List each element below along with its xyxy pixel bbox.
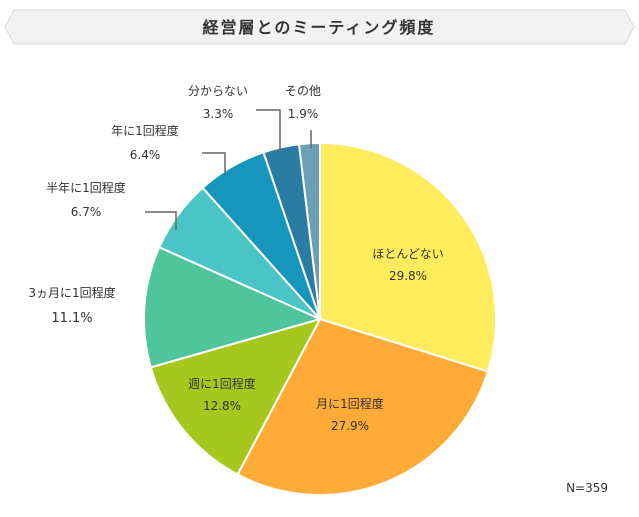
title-banner: 経営層とのミーティング頻度 xyxy=(4,9,635,45)
slice-value-label: 3.3% xyxy=(203,107,234,121)
slice-label: ほとんどない xyxy=(372,247,443,261)
slice-value-label: 6.7% xyxy=(71,205,102,219)
chart-title: 経営層とのミーティング頻度 xyxy=(203,18,436,37)
sample-size-note: N=359 xyxy=(566,481,608,495)
title-banner-shape xyxy=(4,9,635,45)
slice-label: その他 xyxy=(285,84,321,98)
pie-slice xyxy=(149,317,322,476)
leader-line xyxy=(202,152,226,175)
slice-label: 月に1回程度 xyxy=(316,396,384,411)
slice-value-label: 11.1% xyxy=(51,311,92,326)
pie-slice xyxy=(319,141,497,373)
pie-slice xyxy=(236,317,490,496)
slice-label: 3ヵ月に1回程度 xyxy=(28,285,115,300)
slice-value-label: 1.9% xyxy=(288,107,319,121)
leader-lines xyxy=(145,109,312,230)
pie-slice xyxy=(143,245,323,369)
slice-label: 週に1回程度 xyxy=(188,376,256,391)
slice-value-label: 12.8% xyxy=(203,399,241,413)
leader-line xyxy=(256,109,281,152)
slice-value-label: 6.4% xyxy=(130,148,161,162)
pie-slice xyxy=(297,141,321,320)
slice-label: 年に1回程度 xyxy=(111,123,179,138)
pie-slices xyxy=(143,141,497,496)
slice-label: 分からない xyxy=(188,84,248,98)
slice-value-label: 27.9% xyxy=(331,419,369,433)
slice-label: 半年に1回程度 xyxy=(46,180,126,195)
slice-labels: ほとんどない 29.8% 月に1回程度 27.9% 週に1回程度 12.8% 3ヵ月に1回程… xyxy=(28,84,443,433)
leader-line xyxy=(145,211,177,230)
slice-value-label: 29.8% xyxy=(389,269,427,283)
